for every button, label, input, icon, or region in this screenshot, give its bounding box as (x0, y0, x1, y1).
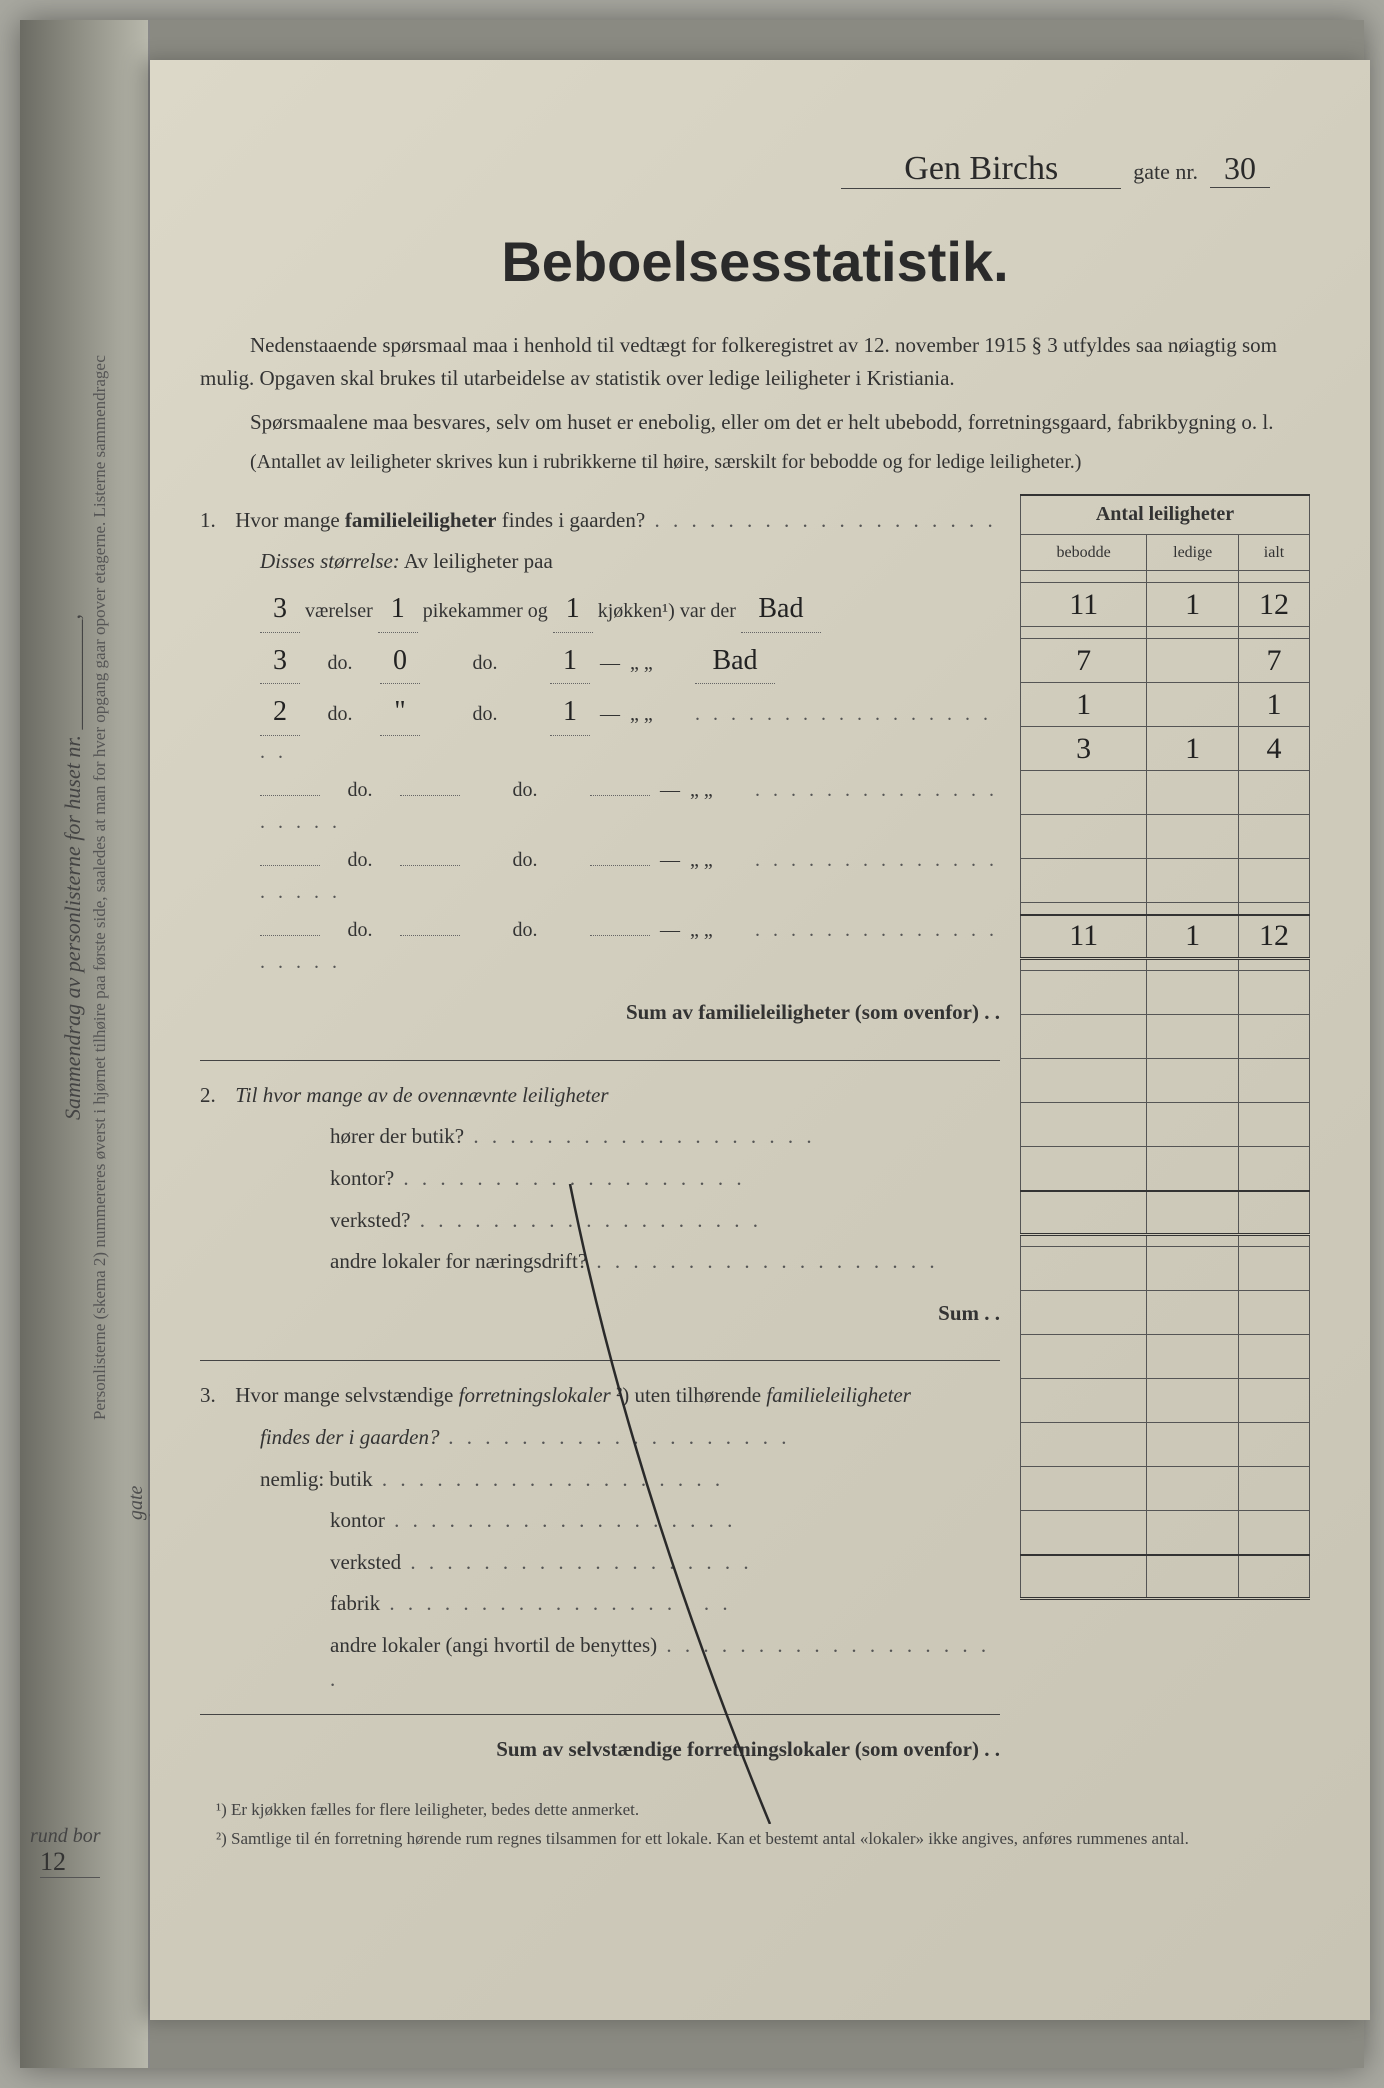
footnotes: ¹) Er kjøkken fælles for flere leilighet… (200, 1797, 1310, 1852)
scan-frame: Sammendrag av personlisterne for huset n… (20, 20, 1364, 2068)
col-ialt: ialt (1239, 535, 1310, 571)
form-area: Antal leiligheter bebodde ledige ialt 11… (200, 504, 1310, 1767)
q2-sum-row (1021, 1191, 1310, 1235)
q3-row (1021, 1511, 1310, 1555)
spine-subtitle: Personlisterne (skema 2) nummereres øver… (90, 120, 110, 1420)
question-1: 1. Hvor mange familieleiligheter findes … (200, 504, 1000, 1030)
q2-num: 2. (200, 1079, 230, 1113)
q1-sum-row: 11 1 12 (1021, 915, 1310, 959)
col-ledige: ledige (1147, 535, 1239, 571)
detail-row-2: 314 (1021, 727, 1310, 771)
question-3: 3. Hvor mange selvstændige forretningslo… (200, 1379, 1000, 1766)
detail-row-3 (1021, 771, 1310, 815)
divider (200, 1060, 1000, 1061)
detail-line-4: do. do. — „ „ (200, 844, 1000, 908)
col-bebodde: bebodde (1021, 535, 1147, 571)
question-2: 2. Til hvor mange av de ovennævnte leili… (200, 1079, 1000, 1331)
q3-row (1021, 1335, 1310, 1379)
q3-row (1021, 1467, 1310, 1511)
q2-sum-label: Sum . . (200, 1297, 1000, 1331)
q2-row (1021, 1147, 1310, 1191)
book-spine: Sammendrag av personlisterne for huset n… (20, 20, 150, 2068)
q3-num: 3. (200, 1379, 230, 1413)
q3-row (1021, 1423, 1310, 1467)
q1-sum-label: Sum av familieleiligheter (som ovenfor) … (200, 996, 1000, 1030)
intro-paragraph-2: Spørsmaalene maa besvares, selv om huset… (200, 406, 1310, 439)
detail-line-2: 2 do. " do. 1 — „ „ (200, 690, 1000, 768)
detail-line-0: 3 værelser 1 pikekammer og 1 kjøkken¹) v… (200, 587, 1000, 633)
spine-title: Sammendrag av personlisterne for huset n… (60, 120, 86, 1120)
q2-text: Til hvor mange av de ovennævnte leilighe… (235, 1083, 608, 1107)
detail-row-0: 77 (1021, 639, 1310, 683)
q2-row (1021, 1015, 1310, 1059)
q2-row (1021, 971, 1310, 1015)
counts-table: Antal leiligheter bebodde ledige ialt 11… (1020, 494, 1310, 1601)
detail-line-3: do. do. — „ „ (200, 774, 1000, 838)
q1-av-leil: Av leiligheter paa (404, 549, 553, 573)
divider (200, 1714, 1000, 1715)
q3-row (1021, 1291, 1310, 1335)
q1-num: 1. (200, 504, 230, 538)
q1-text: Hvor mange familieleiligheter findes i g… (235, 508, 996, 532)
q3-sum-label: Sum av selvstændige forretningslokaler (… (200, 1733, 1000, 1767)
q3-row (1021, 1247, 1310, 1291)
detail-row-5 (1021, 859, 1310, 903)
document-page: Gen Birchs gate nr. 30 Beboelsesstatisti… (150, 60, 1370, 2020)
q1-total-row: 11 1 12 (1021, 583, 1310, 627)
q2-row (1021, 1059, 1310, 1103)
q1-disses: Disses størrelse: (260, 549, 400, 573)
q3-text-a: Hvor mange selvstændige forretningslokal… (235, 1383, 911, 1407)
q3-row (1021, 1379, 1310, 1423)
header-address-line: Gen Birchs gate nr. 30 (200, 150, 1310, 189)
detail-line-5: do. do. — „ „ (200, 914, 1000, 978)
detail-line-1: 3 do. 0 do. 1 — „ „ Bad (200, 639, 1000, 685)
divider (200, 1360, 1000, 1361)
table-header-top: Antal leiligheter (1021, 495, 1310, 535)
gate-nr-field: 30 (1210, 150, 1270, 188)
intro-paragraph-1: Nedenstaaende spørsmaal maa i henhold ti… (200, 329, 1310, 394)
street-name-field: Gen Birchs (841, 150, 1121, 189)
footnote-2: ²) Samtlige til én forretning hørende ru… (200, 1826, 1310, 1852)
q3-sum-row (1021, 1555, 1310, 1599)
page-title: Beboelsesstatistik. (200, 229, 1310, 294)
gate-nr-label: gate nr. (1133, 159, 1198, 184)
detail-row-1: 11 (1021, 683, 1310, 727)
detail-row-4 (1021, 815, 1310, 859)
footnote-1: ¹) Er kjøkken fælles for flere leilighet… (200, 1797, 1310, 1823)
q2-row (1021, 1103, 1310, 1147)
spine-bottom-label: rund bor (30, 1825, 101, 1848)
intro-note: (Antallet av leiligheter skrives kun i r… (200, 451, 1310, 474)
spine-bottom-value: 12 (40, 1847, 100, 1878)
